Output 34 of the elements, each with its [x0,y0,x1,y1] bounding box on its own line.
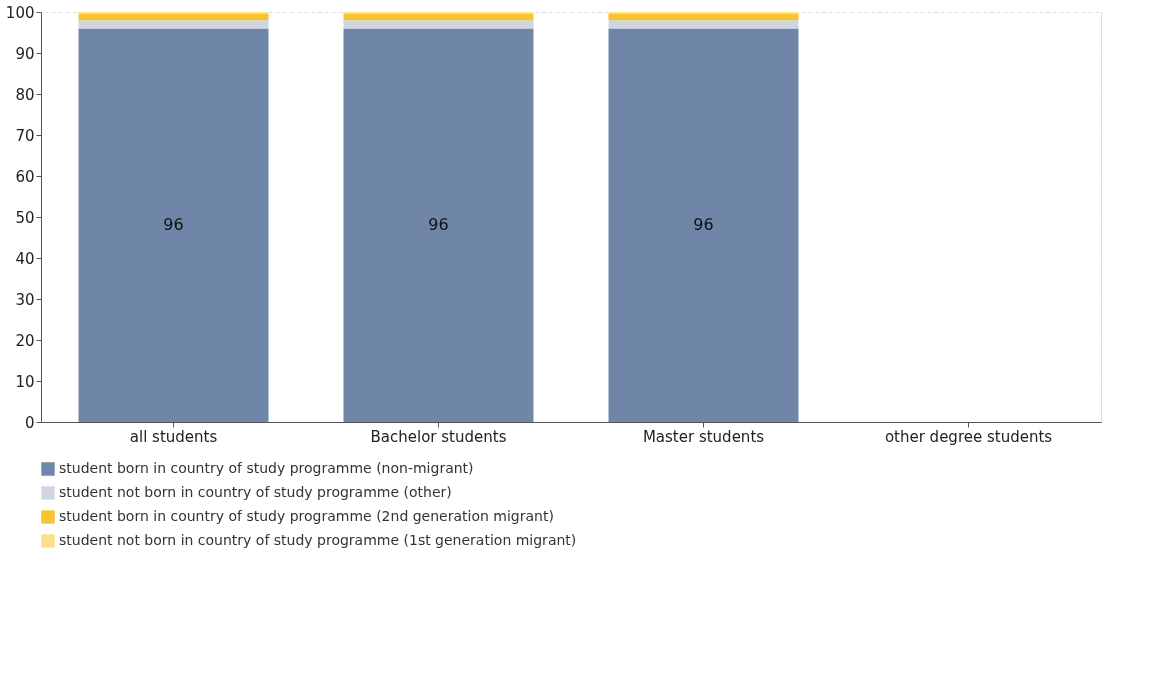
bar [343,20,534,29]
data-label: 96 [163,215,184,235]
y-tick-label: 0 [24,413,35,432]
legend-label: student not born in country of study programme (other) [59,484,452,500]
legend-label: student born in country of study programme (2nd generation migrant) [59,508,554,524]
x-tick-label: other degree students [884,427,1053,446]
y-tick-label: 10 [15,372,35,391]
x-tick-label: Master students [642,427,765,446]
bar [78,14,269,21]
x-tick-label: Bachelor students [370,427,507,446]
y-tick-label: 100 [5,3,35,22]
bar [343,14,534,21]
y-tick-label: 90 [15,44,35,63]
bar [608,12,799,15]
data-label: 96 [428,215,449,235]
y-tick-label: 40 [15,249,35,268]
y-tick-label: 20 [15,331,35,350]
legend-label: student not born in country of study programme (1st generation migrant) [59,532,577,548]
bar [608,14,799,21]
y-tick-label: 50 [15,208,35,227]
y-tick-label: 70 [15,126,35,145]
x-tick-label: all students [129,427,218,446]
bar [78,20,269,29]
data-label: 96 [693,215,714,235]
y-tick-label: 60 [15,167,35,186]
bar [343,28,534,422]
legend-label: student born in country of study programme (non-migrant) [59,460,474,476]
y-tick-label: 80 [15,85,35,104]
y-tick-label: 30 [15,290,35,309]
bar [78,12,269,15]
bar [343,12,534,15]
bar [608,28,799,422]
bar [78,28,269,422]
bar [608,20,799,29]
